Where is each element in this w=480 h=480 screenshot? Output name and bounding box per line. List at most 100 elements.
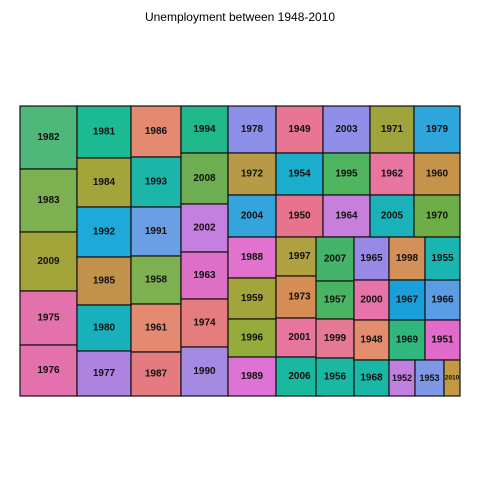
treemap-tile: 1995 xyxy=(322,152,371,196)
treemap-tile-label: 1979 xyxy=(426,124,449,135)
treemap-tile: 1953 xyxy=(414,359,445,397)
treemap-tiles: 1982 1983 2009 1975 1976 1981 1984 1992 1985 1980… xyxy=(19,105,461,397)
treemap-tile-label: 1988 xyxy=(241,252,264,263)
treemap-tile-rect xyxy=(227,277,277,320)
treemap-tile-rect xyxy=(130,156,182,208)
treemap-tile-rect xyxy=(180,105,229,154)
treemap-tile-rect xyxy=(369,152,415,196)
treemap-tile-label: 1991 xyxy=(145,226,168,237)
treemap-tile-label: 1983 xyxy=(37,195,60,206)
treemap-tile-rect xyxy=(443,359,461,397)
treemap-tile-label: 1980 xyxy=(93,323,116,334)
treemap-tile-label: 1996 xyxy=(241,333,264,344)
treemap-tile-label: 1968 xyxy=(360,373,383,384)
treemap-tile-label: 1959 xyxy=(241,293,264,304)
treemap-tile: 1950 xyxy=(275,194,324,238)
treemap-tile-label: 1975 xyxy=(37,313,60,324)
treemap-tile: 1994 xyxy=(180,105,229,154)
treemap-tile: 1983 xyxy=(19,168,78,233)
treemap-tile-rect xyxy=(180,152,229,205)
treemap-tile-rect xyxy=(76,256,132,306)
treemap-tile-rect xyxy=(413,105,461,154)
treemap-tile-label: 2008 xyxy=(193,173,216,184)
treemap-tile-label: 1977 xyxy=(93,368,116,379)
treemap-tile: 1958 xyxy=(130,255,182,305)
treemap-tile: 1968 xyxy=(353,359,390,397)
treemap-tile-label: 1967 xyxy=(396,295,419,306)
treemap-tile-rect xyxy=(315,318,355,359)
treemap-tile-label: 1989 xyxy=(241,371,264,382)
treemap-tile-label: 1982 xyxy=(37,132,60,143)
treemap-tile-label: 2003 xyxy=(335,124,358,135)
treemap-tile-label: 1993 xyxy=(145,177,168,188)
treemap-tile-label: 2006 xyxy=(288,371,311,382)
treemap-tile: 1990 xyxy=(180,346,229,397)
treemap-tile: 1973 xyxy=(275,275,324,319)
treemap-tile-rect xyxy=(353,359,390,397)
treemap-tile-label: 2004 xyxy=(241,211,264,222)
treemap-tile: 1964 xyxy=(322,194,371,238)
treemap-tile-label: 1986 xyxy=(145,126,168,137)
treemap-tile-rect xyxy=(275,356,324,397)
treemap-tile: 1967 xyxy=(388,279,426,321)
treemap-tile-label: 1957 xyxy=(324,295,347,306)
treemap-tile: 1965 xyxy=(353,236,390,281)
treemap-tile-label: 1958 xyxy=(145,275,168,286)
treemap-tile: 2007 xyxy=(315,236,355,282)
treemap-tile-rect xyxy=(315,236,355,282)
treemap-tile: 1966 xyxy=(424,279,461,321)
treemap-tile-rect xyxy=(130,255,182,305)
treemap-tile: 1956 xyxy=(315,357,355,397)
treemap-tile: 1948 xyxy=(353,319,390,361)
treemap-tile-rect xyxy=(388,359,416,397)
treemap-tile-rect xyxy=(315,357,355,397)
treemap-tile-label: 2010 xyxy=(445,375,460,382)
treemap-tile: 2005 xyxy=(369,194,415,238)
treemap-tile: 1992 xyxy=(76,206,132,258)
treemap-tile-rect xyxy=(76,350,132,397)
treemap-tile: 1996 xyxy=(227,318,277,358)
treemap-tile-label: 1985 xyxy=(93,276,116,287)
treemap-tile-rect xyxy=(275,236,324,277)
treemap-tile: 1993 xyxy=(130,156,182,208)
treemap-tile: 2010 xyxy=(443,359,461,397)
treemap-tile: 1955 xyxy=(424,236,461,281)
treemap-tile-label: 1960 xyxy=(426,169,449,180)
treemap-tile-rect xyxy=(413,194,461,238)
treemap-tile-label: 1995 xyxy=(335,169,358,180)
treemap-tile-rect xyxy=(19,344,78,397)
treemap-tile-rect xyxy=(424,236,461,281)
treemap-tile-rect xyxy=(76,105,132,159)
treemap-tile-label: 1997 xyxy=(288,251,311,262)
treemap-tile-rect xyxy=(227,356,277,397)
treemap-tile: 2008 xyxy=(180,152,229,205)
treemap-tile-label: 1963 xyxy=(193,270,216,281)
treemap-tile: 2000 xyxy=(353,279,390,321)
treemap-tile-label: 1952 xyxy=(392,373,412,383)
treemap-tile: 2002 xyxy=(180,203,229,253)
treemap-tile: 1979 xyxy=(413,105,461,154)
treemap-tile-rect xyxy=(424,279,461,321)
treemap-tile: 1997 xyxy=(275,236,324,277)
treemap-tile-label: 1950 xyxy=(288,211,311,222)
treemap-tile: 1951 xyxy=(424,319,461,361)
treemap-tile: 1970 xyxy=(413,194,461,238)
treemap-tile-label: 1962 xyxy=(381,169,404,180)
treemap-tile-rect xyxy=(76,206,132,258)
treemap-tile-label: 1978 xyxy=(241,124,264,135)
treemap-tile: 1960 xyxy=(413,152,461,196)
treemap-tile-rect xyxy=(322,152,371,196)
treemap-tile-rect xyxy=(275,275,324,319)
treemap-tile-label: 1998 xyxy=(396,253,419,264)
treemap-tile-label: 2007 xyxy=(324,254,347,265)
treemap-tile-label: 1951 xyxy=(431,335,454,346)
treemap-tile-label: 2001 xyxy=(288,332,311,343)
treemap-tile: 1952 xyxy=(388,359,416,397)
treemap-tile: 1989 xyxy=(227,356,277,397)
treemap-tile: 1963 xyxy=(180,251,229,300)
treemap-tile-rect xyxy=(130,206,182,257)
treemap-tile-rect xyxy=(130,105,182,158)
treemap-tile-label: 2000 xyxy=(360,295,383,306)
treemap-tile-label: 1966 xyxy=(431,295,454,306)
